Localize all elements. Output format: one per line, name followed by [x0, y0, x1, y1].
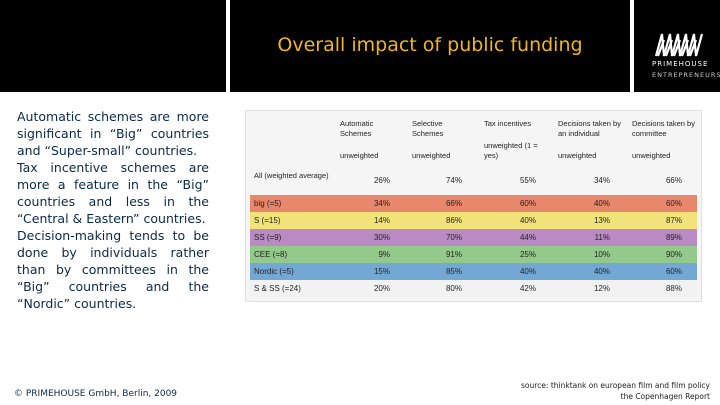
sub-automatic: unweighted	[340, 151, 379, 160]
sub-tax: unweighted (1 = yes)	[484, 141, 538, 160]
table-row: big (=5) 34% 66% 60% 40% 60%	[250, 195, 697, 212]
table-cell: 60%	[519, 198, 536, 208]
table-cell: 86%	[445, 215, 462, 225]
table-row: S (=15) 14% 86% 40% 13% 87%	[250, 212, 697, 229]
table-row: SS (=9) 30% 70% 44% 11% 89%	[250, 229, 697, 246]
table-cell: 13%	[593, 215, 610, 225]
table-cell: 66%	[665, 176, 682, 185]
table-cell: 85%	[445, 266, 462, 276]
header-committee: Decisions taken by committee	[632, 119, 695, 138]
sub-selective: unweighted	[412, 151, 451, 160]
header-tax: Tax incentives	[484, 119, 532, 128]
paragraph-automatic: Automatic schemes are more significant i…	[17, 109, 209, 158]
paragraph-decision: Decision-making tends to be done by indi…	[17, 228, 209, 311]
table-cell: 40%	[519, 266, 536, 276]
body-text: Automatic schemes are more significant i…	[17, 108, 209, 312]
header-automatic: Automatic Schemes	[340, 119, 374, 138]
table-cell: 60%	[665, 198, 682, 208]
table-cell: 12%	[593, 283, 610, 293]
copyright: © PRIMEHOUSE GmbH, Berlin, 2009	[14, 389, 178, 399]
header-individual: Decisions taken by an individual	[558, 119, 621, 138]
table-cell: 34%	[373, 198, 390, 208]
table-row: Nordic (=5) 15% 85% 40% 40% 60%	[250, 263, 697, 280]
primehouse-logo-icon	[654, 33, 704, 57]
table-cell: 42%	[519, 283, 536, 293]
table-cell: 66%	[445, 198, 462, 208]
table-cell: 80%	[445, 283, 462, 293]
table-cell: 14%	[373, 215, 390, 225]
table-cell: 90%	[665, 249, 682, 259]
table-cell: 26%	[373, 176, 390, 185]
table-cell: 91%	[445, 249, 462, 259]
table-row: All (weighted average) 26% 74% 55% 34% 66%	[250, 169, 697, 193]
source-line-2: the Copenhagen Report	[620, 392, 710, 401]
table-cell: 30%	[373, 232, 390, 242]
table-cell: 25%	[519, 249, 536, 259]
table-cell: 87%	[665, 215, 682, 225]
logo-name: PRIMEHOUSE	[652, 60, 709, 68]
slide-title: Overall impact of public funding	[277, 34, 583, 56]
table-cell: 40%	[593, 198, 610, 208]
table-cell: 55%	[519, 176, 536, 185]
table-cell: 9%	[378, 249, 390, 259]
data-table: Automatic Schemes Selective Schemes Tax …	[245, 110, 702, 302]
table-cell: 11%	[594, 232, 610, 242]
table-cell: 20%	[373, 283, 390, 293]
sub-individual: unweighted	[558, 151, 597, 160]
table-cell: 74%	[445, 176, 462, 185]
table-cell: 40%	[519, 215, 536, 225]
source-line-1: source: thinktank on european film and f…	[521, 381, 710, 390]
paragraph-tax: Tax incentive schemes are more a feature…	[17, 160, 209, 226]
table-cell: 44%	[519, 232, 536, 242]
table-cell: 10%	[593, 249, 610, 259]
text-panel	[0, 96, 226, 405]
table-cell: 15%	[373, 266, 390, 276]
table-cell: 40%	[593, 266, 610, 276]
table-row: S & SS (=24) 20% 80% 42% 12% 88%	[250, 280, 697, 297]
header-selective: Selective Schemes	[412, 119, 444, 138]
header-black-left	[0, 0, 226, 92]
table-cell: 88%	[665, 283, 682, 293]
table-cell: 34%	[593, 176, 610, 185]
table-cell: 70%	[445, 232, 462, 242]
header-black-center	[230, 0, 630, 92]
table-cell: 89%	[665, 232, 682, 242]
source-note: source: thinktank on european film and f…	[521, 380, 710, 402]
logo-tagline: ENTREPRENEURS	[652, 71, 720, 79]
table-cell: 60%	[665, 266, 682, 276]
table-row: CEE (=8) 9% 91% 25% 10% 90%	[250, 246, 697, 263]
sub-committee: unweighted	[632, 151, 671, 160]
